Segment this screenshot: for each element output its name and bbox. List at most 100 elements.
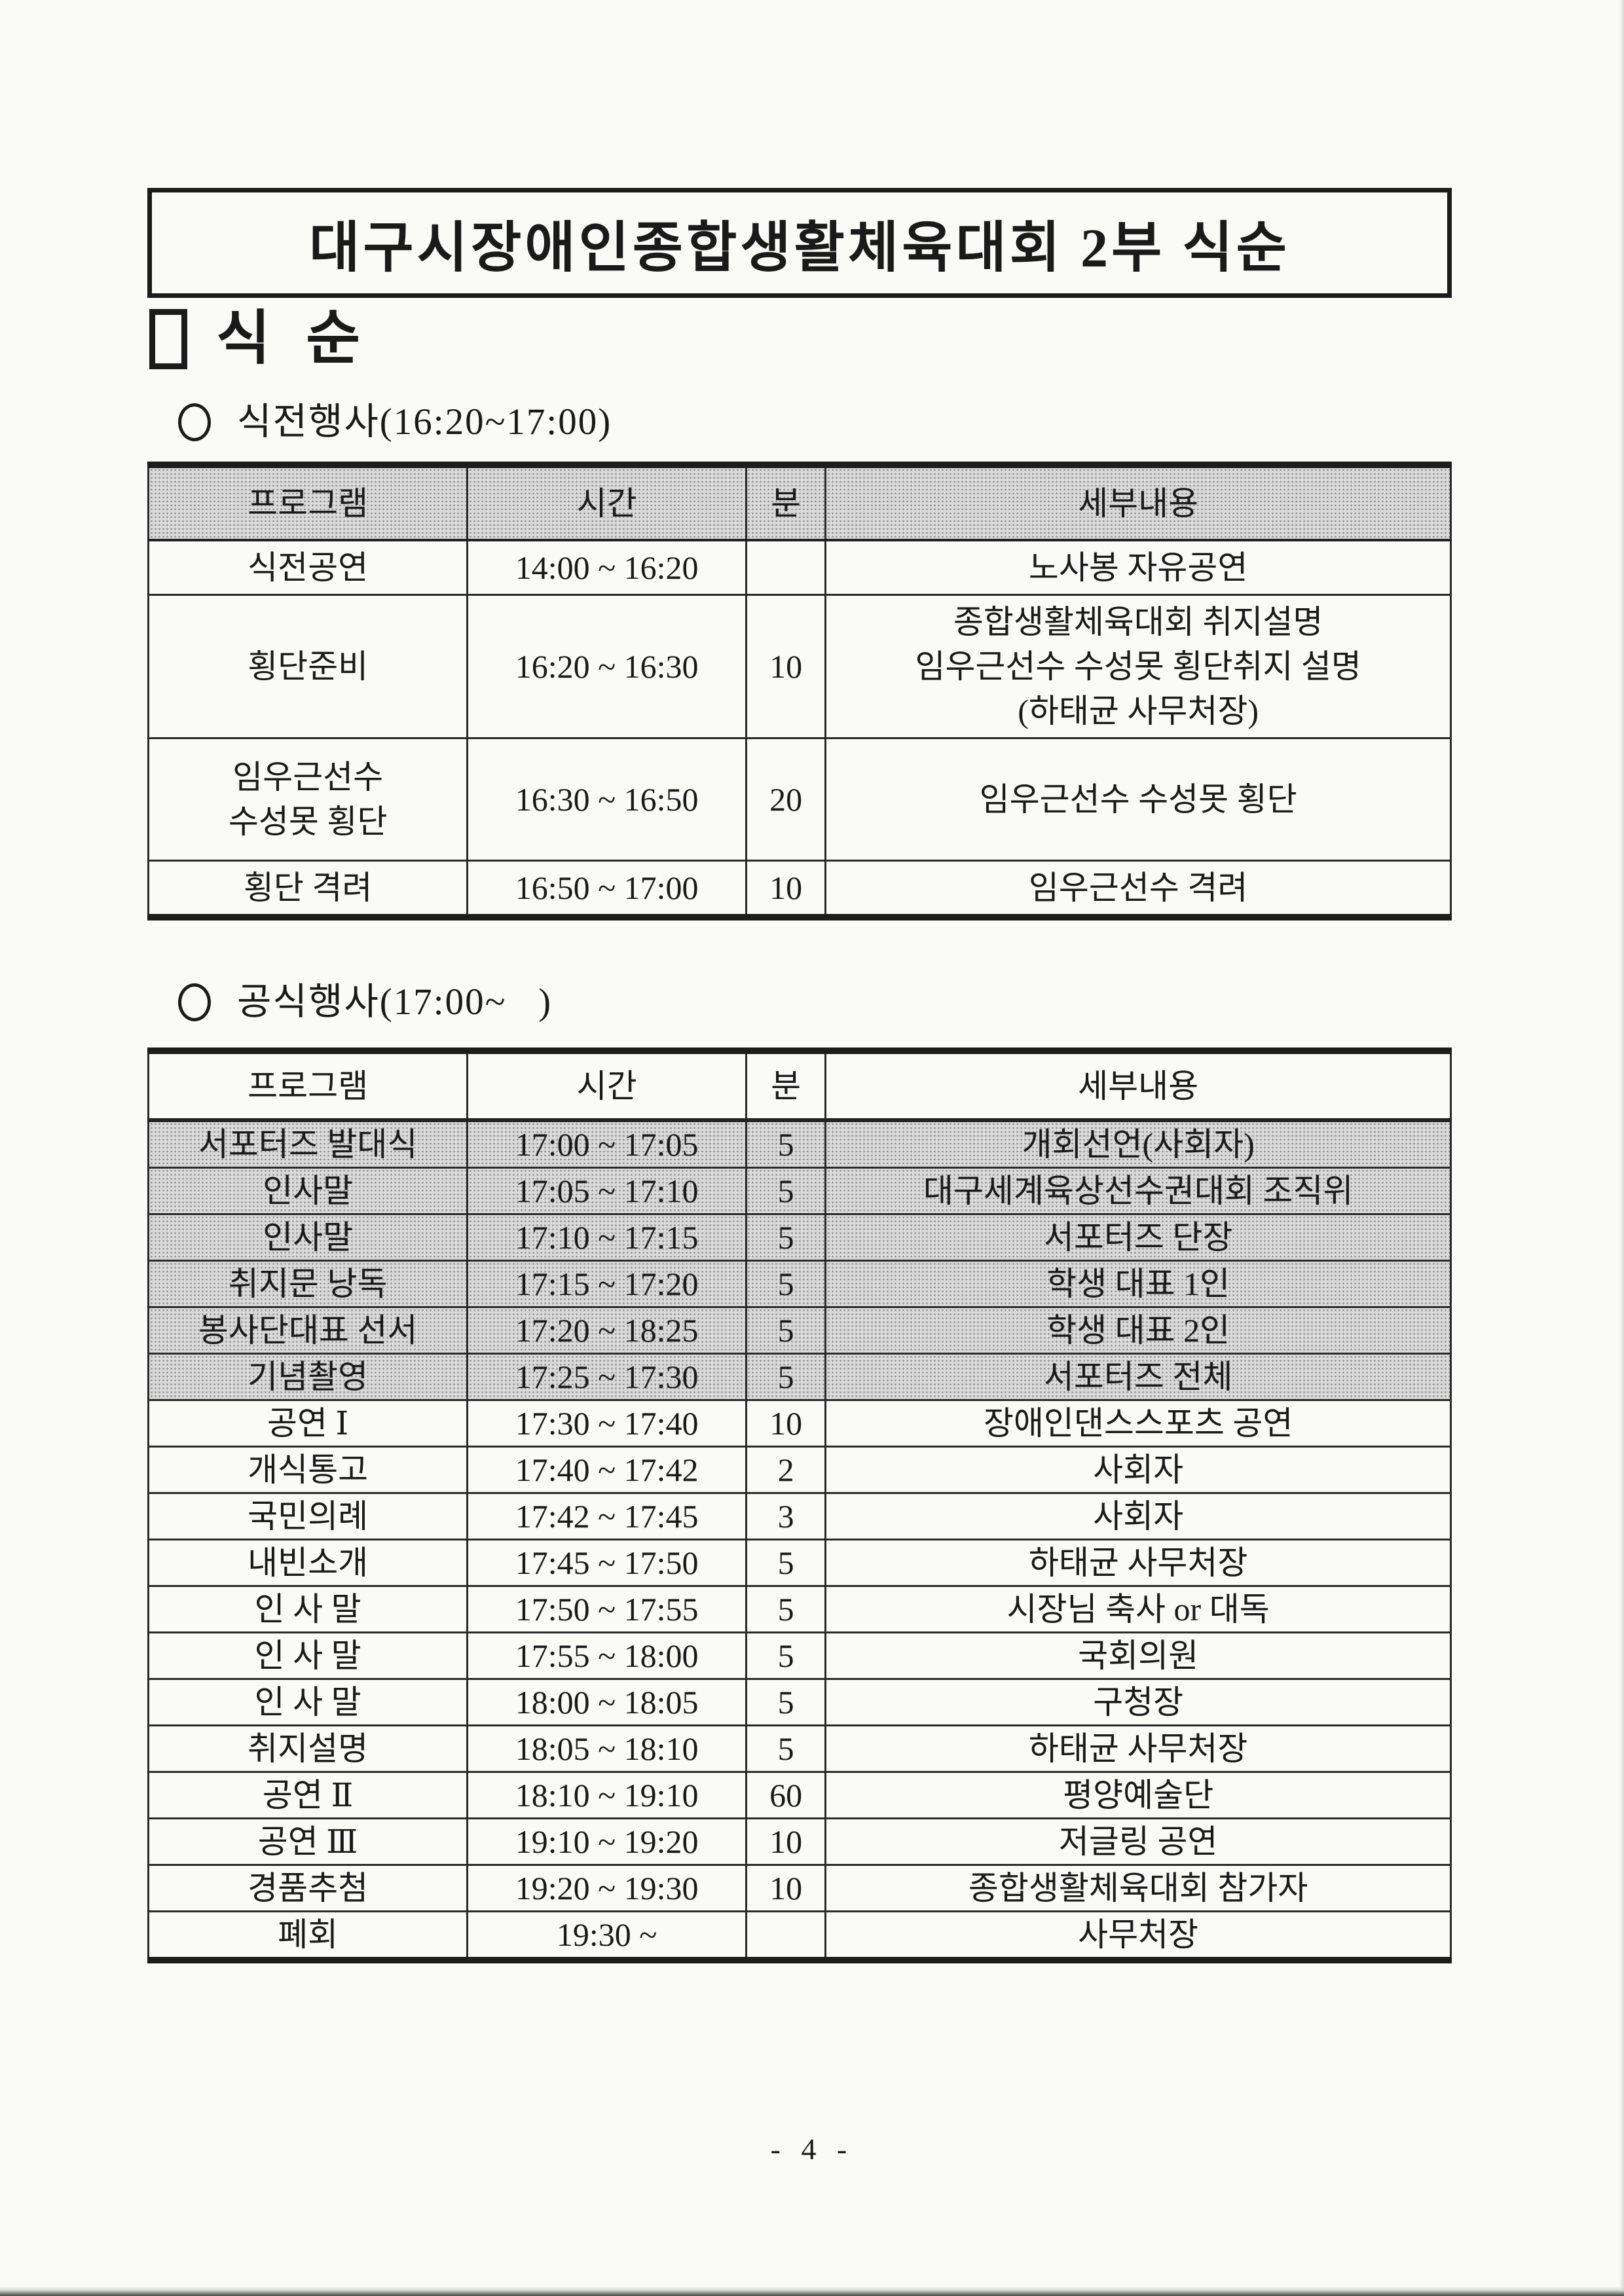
- detail-cell: 임우근선수 수성못 횡단: [824, 737, 1452, 862]
- minutes-cell: 5: [745, 1119, 827, 1169]
- table-row: 취지문 낭독 17:15 ~ 17:20 5 학생 대표 1인: [147, 1260, 1452, 1308]
- time-cell: 17:55 ~ 18:00: [466, 1631, 747, 1680]
- minutes-cell: 10: [745, 1399, 827, 1448]
- table-row: 인 사 말 18:00 ~ 18:05 5 구청장: [147, 1678, 1452, 1726]
- table-row: 취지설명 18:05 ~ 18:10 5 하태균 사무처장: [147, 1724, 1452, 1773]
- time-cell: 16:50 ~ 17:00: [466, 860, 747, 919]
- detail-cell: 학생 대표 1인: [824, 1260, 1452, 1308]
- time-cell: 18:05 ~ 18:10: [466, 1724, 747, 1773]
- detail-cell: 평양예술단: [824, 1771, 1452, 1819]
- table-row: 개식통고 17:40 ~ 17:42 2 사회자: [147, 1446, 1452, 1494]
- program-cell: 공연 Ⅱ: [147, 1771, 469, 1819]
- detail-cell: 대구세계육상선수권대회 조직위: [824, 1167, 1452, 1215]
- pre-ceremony-table: 프로그램 시간 분 세부내용 식전공연 14:00 ~ 16:20 노사봉 자유…: [147, 462, 1452, 920]
- scan-edge-bottom: [0, 2286, 1624, 2296]
- detail-cell: 종합생활체육대회 참가자: [824, 1864, 1452, 1912]
- program-cell: 경품추첨: [147, 1864, 469, 1912]
- time-cell: 18:10 ~ 19:10: [466, 1771, 747, 1819]
- table-row: 식전공연 14:00 ~ 16:20 노사봉 자유공연: [147, 539, 1452, 596]
- table-header-row: 프로그램 시간 분 세부내용: [147, 1049, 1452, 1122]
- column-header-time: 시간: [466, 1049, 747, 1122]
- column-header-minutes: 분: [745, 1049, 827, 1122]
- time-cell: 17:45 ~ 17:50: [466, 1539, 747, 1587]
- program-cell: 봉사단대표 선서: [147, 1306, 469, 1355]
- minutes-cell: 5: [745, 1631, 827, 1680]
- minutes-cell: [745, 539, 827, 596]
- detail-cell: 노사봉 자유공연: [824, 539, 1452, 596]
- table-row: 임우근선수 수성못 횡단 16:30 ~ 16:50 20 임우근선수 수성못 …: [147, 737, 1452, 862]
- minutes-cell: 10: [745, 860, 827, 919]
- program-cell: 내빈소개: [147, 1539, 469, 1587]
- official-ceremony-label-text: 공식행사(17:00~ ): [237, 981, 553, 1023]
- document-title: 대구시장애인종합생활체육대회 2부 식순: [309, 217, 1290, 279]
- document-title-box: 대구시장애인종합생활체육대회 2부 식순: [147, 188, 1452, 298]
- detail-cell: 저글링 공연: [824, 1817, 1452, 1866]
- detail-cell: 사회자: [824, 1492, 1452, 1540]
- detail-cell: 사회자: [824, 1446, 1452, 1494]
- time-cell: 17:05 ~ 17:10: [466, 1167, 747, 1215]
- program-cell: 취지문 낭독: [147, 1260, 469, 1308]
- program-cell: 식전공연: [147, 539, 469, 596]
- program-cell: 인 사 말: [147, 1585, 469, 1633]
- minutes-cell: 5: [745, 1678, 827, 1726]
- minutes-cell: 20: [745, 737, 827, 862]
- circle-bullet-icon: [178, 403, 211, 441]
- detail-cell: 서포터즈 단장: [824, 1213, 1452, 1262]
- time-cell: 16:20 ~ 16:30: [466, 594, 747, 739]
- minutes-cell: [745, 1910, 827, 1961]
- minutes-cell: 5: [745, 1724, 827, 1773]
- table-row: 내빈소개 17:45 ~ 17:50 5 하태균 사무처장: [147, 1539, 1452, 1587]
- minutes-cell: 5: [745, 1539, 827, 1587]
- pre-ceremony-section-label: 식전행사(16:20~17:00): [178, 401, 612, 444]
- time-cell: 17:20 ~ 18:25: [466, 1306, 747, 1355]
- minutes-cell: 5: [745, 1353, 827, 1401]
- detail-cell: 장애인댄스스포츠 공연: [824, 1399, 1452, 1448]
- time-cell: 17:10 ~ 17:15: [466, 1213, 747, 1262]
- column-header-program: 프로그램: [147, 464, 469, 541]
- table-row: 공연 Ⅲ 19:10 ~ 19:20 10 저글링 공연: [147, 1817, 1452, 1866]
- official-ceremony-section-label: 공식행사(17:00~ ): [178, 981, 552, 1024]
- table-row: 국민의례 17:42 ~ 17:45 3 사회자: [147, 1492, 1452, 1540]
- minutes-cell: 3: [745, 1492, 827, 1540]
- circle-bullet-icon: [178, 983, 211, 1021]
- table-row: 횡단준비 16:20 ~ 16:30 10 종합생활체육대회 취지설명 임우근선…: [147, 594, 1452, 739]
- square-bullet-icon: [149, 309, 187, 369]
- order-heading-label: 식 순: [216, 306, 371, 371]
- pre-ceremony-label-text: 식전행사(16:20~17:00): [237, 401, 612, 443]
- minutes-cell: 10: [745, 1817, 827, 1866]
- program-cell: 공연 Ⅲ: [147, 1817, 469, 1866]
- column-header-program: 프로그램: [147, 1049, 469, 1122]
- minutes-cell: 10: [745, 1864, 827, 1912]
- detail-cell: 시장님 축사 or 대독: [824, 1585, 1452, 1633]
- table-row: 인사말 17:10 ~ 17:15 5 서포터즈 단장: [147, 1213, 1452, 1262]
- table-row: 봉사단대표 선서 17:20 ~ 18:25 5 학생 대표 2인: [147, 1306, 1452, 1355]
- column-header-minutes: 분: [745, 464, 827, 541]
- time-cell: 17:42 ~ 17:45: [466, 1492, 747, 1540]
- minutes-cell: 5: [745, 1260, 827, 1308]
- program-cell: 인 사 말: [147, 1678, 469, 1726]
- official-ceremony-table: 프로그램 시간 분 세부내용 서포터즈 발대식 17:00 ~ 17:05 5 …: [147, 1048, 1452, 1963]
- table-header-row: 프로그램 시간 분 세부내용: [147, 464, 1452, 541]
- time-cell: 17:30 ~ 17:40: [466, 1399, 747, 1448]
- minutes-cell: 5: [745, 1213, 827, 1262]
- program-cell: 기념촬영: [147, 1353, 469, 1401]
- detail-cell: 개회선언(사회자): [824, 1119, 1452, 1169]
- detail-cell: 하태균 사무처장: [824, 1539, 1452, 1587]
- program-cell: 횡단준비: [147, 594, 469, 739]
- time-cell: 19:10 ~ 19:20: [466, 1817, 747, 1866]
- scan-edge-right: [1619, 0, 1624, 2296]
- table-row: 공연 Ⅱ 18:10 ~ 19:10 60 평양예술단: [147, 1771, 1452, 1819]
- table-row: 경품추첨 19:20 ~ 19:30 10 종합생활체육대회 참가자: [147, 1864, 1452, 1912]
- time-cell: 17:40 ~ 17:42: [466, 1446, 747, 1494]
- time-cell: 14:00 ~ 16:20: [466, 539, 747, 596]
- minutes-cell: 5: [745, 1167, 827, 1215]
- detail-cell: 서포터즈 전체: [824, 1353, 1452, 1401]
- detail-cell: 구청장: [824, 1678, 1452, 1726]
- detail-cell: 하태균 사무처장: [824, 1724, 1452, 1773]
- detail-cell: 임우근선수 격려: [824, 860, 1452, 919]
- minutes-cell: 5: [745, 1306, 827, 1355]
- program-cell: 국민의례: [147, 1492, 469, 1540]
- detail-cell: 학생 대표 2인: [824, 1306, 1452, 1355]
- time-cell: 17:50 ~ 17:55: [466, 1585, 747, 1633]
